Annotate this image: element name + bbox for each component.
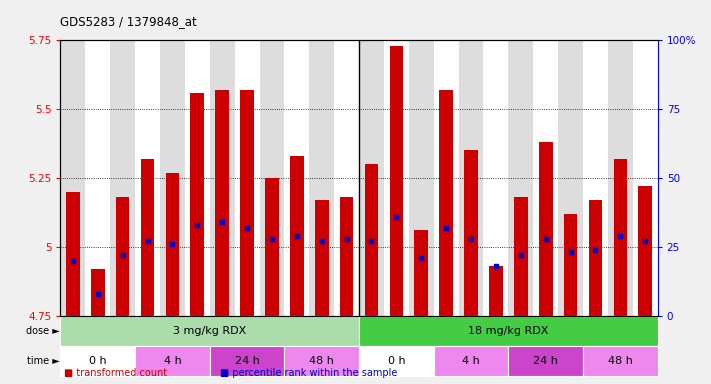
Bar bbox=[60, 316, 359, 346]
Bar bbox=[564, 214, 577, 316]
Bar bbox=[483, 40, 508, 316]
Text: time ►: time ► bbox=[27, 356, 60, 366]
Bar bbox=[210, 40, 235, 316]
Bar bbox=[638, 186, 652, 316]
Bar bbox=[191, 93, 204, 316]
Bar bbox=[315, 200, 328, 316]
Bar bbox=[514, 197, 528, 316]
Text: 4 h: 4 h bbox=[462, 356, 480, 366]
Bar bbox=[434, 346, 508, 376]
Bar bbox=[508, 346, 583, 376]
Text: 3 mg/kg RDX: 3 mg/kg RDX bbox=[173, 326, 247, 336]
Bar bbox=[334, 40, 359, 316]
Bar bbox=[284, 346, 359, 376]
Bar bbox=[265, 178, 279, 316]
Bar bbox=[434, 40, 459, 316]
Text: 0 h: 0 h bbox=[387, 356, 405, 366]
Bar bbox=[309, 40, 334, 316]
Bar bbox=[614, 159, 627, 316]
Bar bbox=[60, 346, 135, 376]
Bar bbox=[135, 40, 160, 316]
Text: ■ percentile rank within the sample: ■ percentile rank within the sample bbox=[220, 368, 397, 378]
Text: dose ►: dose ► bbox=[26, 326, 60, 336]
Bar bbox=[91, 269, 105, 316]
Bar bbox=[284, 40, 309, 316]
Text: 24 h: 24 h bbox=[533, 356, 558, 366]
Bar bbox=[439, 90, 453, 316]
Bar bbox=[235, 40, 260, 316]
Bar bbox=[260, 40, 284, 316]
Bar bbox=[583, 40, 608, 316]
Bar bbox=[116, 197, 129, 316]
Bar bbox=[359, 316, 658, 346]
Bar bbox=[558, 40, 583, 316]
Text: 18 mg/kg RDX: 18 mg/kg RDX bbox=[468, 326, 549, 336]
Bar bbox=[135, 346, 210, 376]
Bar bbox=[290, 156, 304, 316]
Bar bbox=[359, 346, 434, 376]
Bar bbox=[240, 90, 254, 316]
Bar bbox=[340, 197, 353, 316]
Bar bbox=[60, 40, 85, 316]
Bar bbox=[215, 90, 229, 316]
Bar bbox=[459, 40, 483, 316]
Bar bbox=[589, 200, 602, 316]
Bar bbox=[583, 346, 658, 376]
Bar bbox=[489, 266, 503, 316]
Bar bbox=[185, 40, 210, 316]
Text: 48 h: 48 h bbox=[309, 356, 334, 366]
Bar bbox=[608, 40, 633, 316]
Text: GDS5283 / 1379848_at: GDS5283 / 1379848_at bbox=[60, 15, 197, 28]
Text: 0 h: 0 h bbox=[89, 356, 107, 366]
Bar bbox=[415, 230, 428, 316]
Text: 24 h: 24 h bbox=[235, 356, 260, 366]
Bar bbox=[110, 40, 135, 316]
Text: ■ transformed count: ■ transformed count bbox=[64, 368, 167, 378]
Bar bbox=[508, 40, 533, 316]
Bar bbox=[533, 40, 558, 316]
Bar bbox=[633, 40, 658, 316]
Bar bbox=[359, 40, 384, 316]
Bar bbox=[66, 192, 80, 316]
Bar bbox=[390, 46, 403, 316]
Bar bbox=[160, 40, 185, 316]
Bar bbox=[210, 346, 284, 376]
Bar bbox=[409, 40, 434, 316]
Bar bbox=[166, 172, 179, 316]
Bar bbox=[365, 164, 378, 316]
Bar bbox=[384, 40, 409, 316]
Bar bbox=[141, 159, 154, 316]
Text: 48 h: 48 h bbox=[608, 356, 633, 366]
Text: 4 h: 4 h bbox=[164, 356, 181, 366]
Bar bbox=[539, 142, 552, 316]
Bar bbox=[464, 151, 478, 316]
Bar bbox=[85, 40, 110, 316]
